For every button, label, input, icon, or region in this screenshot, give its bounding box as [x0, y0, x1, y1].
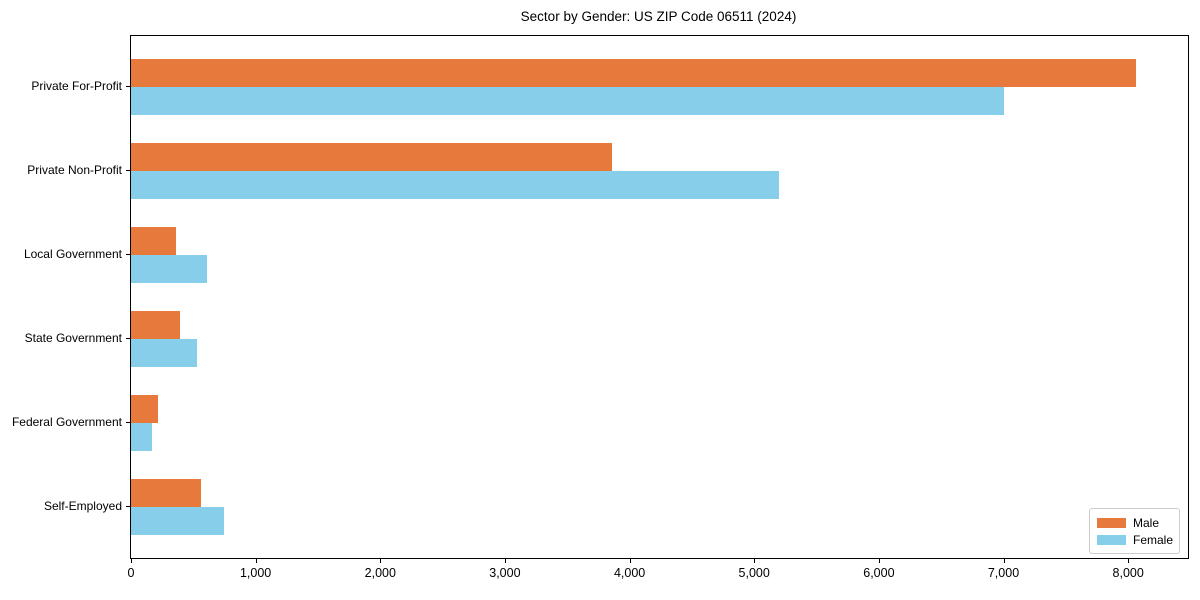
x-axis-tick-label: 8,000: [1112, 566, 1144, 580]
x-axis-tick-label: 7,000: [987, 566, 1020, 580]
y-axis-category-label: Self-Employed: [43, 499, 122, 513]
legend-row-male: Male: [1097, 516, 1179, 530]
x-axis-tick-label: 5,000: [738, 566, 770, 580]
plot-area: [130, 35, 1189, 559]
legend-label-female: Female: [1133, 532, 1174, 547]
x-axis-tick: [629, 559, 631, 563]
x-axis-tick: [878, 559, 880, 563]
y-axis-tick: [126, 422, 130, 423]
bar-female-local-government: [131, 255, 207, 283]
y-axis-tick: [126, 338, 130, 339]
x-axis-tick-label: 3,000: [489, 566, 521, 580]
y-axis-category-label: Federal Government: [11, 415, 122, 429]
x-axis-tick-label: 0: [127, 566, 135, 580]
bar-female-private-non-profit: [131, 171, 780, 199]
y-axis-tick: [126, 506, 130, 507]
y-axis-tick: [126, 254, 130, 255]
bar-female-self-employed: [131, 507, 224, 535]
x-axis-tick-label: 4,000: [613, 566, 646, 580]
bar-female-federal-government: [131, 423, 153, 451]
legend-row-female: Female: [1097, 533, 1179, 547]
bar-male-self-employed: [131, 479, 201, 507]
x-axis-tick: [754, 559, 756, 563]
x-axis-tick: [131, 559, 132, 563]
x-axis-tick-label: 6,000: [863, 566, 895, 580]
bar-female-state-government: [131, 339, 198, 367]
x-axis-tick: [255, 559, 257, 563]
y-axis-category-label: Local Government: [23, 247, 122, 261]
bar-male-local-government: [131, 227, 176, 255]
x-axis-tick: [504, 559, 506, 563]
x-axis-tick: [1003, 559, 1005, 563]
y-axis-tick: [126, 86, 130, 87]
chart-title: Sector by Gender: US ZIP Code 06511 (202…: [520, 9, 797, 24]
legend-label-male: Male: [1133, 515, 1160, 530]
x-axis-tick-label: 1,000: [239, 566, 272, 580]
bar-male-private-for-profit: [131, 59, 1136, 87]
x-axis-tick-label: 2,000: [364, 566, 396, 580]
y-axis-category-label: Private For-Profit: [31, 79, 122, 93]
bar-male-private-non-profit: [131, 143, 613, 171]
legend-swatch-female: [1097, 534, 1126, 545]
y-axis-category-label: State Government: [24, 331, 122, 345]
bar-male-federal-government: [131, 395, 159, 423]
bar-female-private-for-profit: [131, 87, 1004, 115]
y-axis-category-label: Private Non-Profit: [27, 163, 122, 177]
y-axis-tick: [126, 170, 130, 171]
bar-male-state-government: [131, 311, 180, 339]
legend-swatch-male: [1097, 517, 1126, 528]
x-axis-tick: [380, 559, 382, 563]
legend: Male Female: [1089, 508, 1180, 554]
x-axis-tick: [1128, 559, 1130, 563]
